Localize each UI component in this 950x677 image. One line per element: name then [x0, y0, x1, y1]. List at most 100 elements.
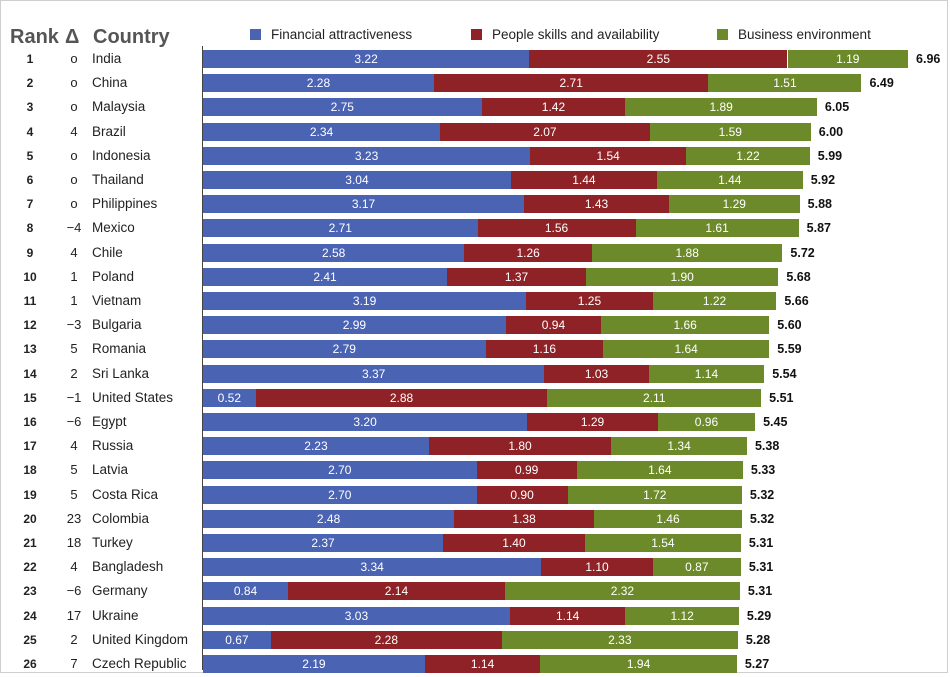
- country-label-czech-republic: Czech Republic: [92, 656, 187, 671]
- bar-label-financial: 3.22: [354, 52, 378, 66]
- bar-label-financial: 3.19: [352, 294, 377, 308]
- bar-label-financial: 2.79: [332, 342, 356, 357]
- bar-business-romania: 1.64: [603, 340, 770, 359]
- country-label-bangladesh: Bangladesh: [92, 559, 164, 575]
- country-label-costa-rica: Costa Rica: [92, 486, 159, 502]
- bar-people-malaysia: 1.42: [481, 98, 626, 117]
- bar-label-business: 1.64: [648, 463, 672, 478]
- bar-label-people: 2.55: [646, 52, 670, 66]
- delta-value: 4: [70, 244, 78, 260]
- bar-financial-vietnam: 3.19: [203, 292, 527, 310]
- bar-label-people: 1.29: [580, 415, 605, 429]
- country-label-brazil: Brazil: [92, 123, 126, 139]
- bar-financial-china: 2.28: [203, 74, 434, 93]
- total-label-united-kingdom: 5.28: [745, 632, 771, 647]
- bar-label-financial: 0.52: [217, 390, 242, 405]
- bar-label-financial: 3.17: [351, 197, 376, 212]
- total-label-latvia: 5.33: [750, 463, 776, 478]
- table-row: 1 o India 3.22 2.55 1.19 6.96: [0, 48, 950, 72]
- rank-value: 16: [23, 415, 37, 429]
- bar-business-sri-lanka: 1.14: [648, 364, 765, 383]
- total-label-costa-rica: 5.32: [749, 487, 775, 502]
- bar-label-business: 1.64: [674, 342, 698, 357]
- bar-label-people: 2.14: [384, 584, 409, 599]
- bar-financial-malaysia: 2.75: [203, 98, 482, 117]
- bar-business-philippines: 1.29: [668, 195, 800, 214]
- bar-people-united-states: 2.88: [255, 388, 548, 407]
- bar-label-business: 1.94: [626, 657, 651, 671]
- table-row: 24 17 Ukraine 3.03 1.14 1.12 5.29: [0, 605, 950, 629]
- table-row: 16 −6 Egypt 3.20 1.29 0.96 5.45: [0, 411, 950, 435]
- bar-people-brazil: 2.07: [440, 122, 650, 141]
- bar-label-financial: 2.23: [304, 439, 328, 454]
- delta-value: −3: [66, 317, 82, 333]
- bar-people-chile: 1.26: [464, 243, 592, 262]
- table-row: 12 −3 Bulgaria 2.99 0.94 1.66 5.60: [0, 314, 950, 338]
- bar-financial-poland: 2.41: [203, 267, 448, 286]
- total-label-czech-republic: 5.27: [744, 657, 770, 671]
- country-label-united-states: United States: [92, 389, 174, 405]
- bar-label-financial: 3.23: [354, 148, 379, 163]
- bar-label-business: 2.11: [643, 390, 666, 405]
- country-label-philippines: Philippines: [92, 196, 158, 212]
- bar-label-people: 1.40: [502, 536, 526, 550]
- bar-financial-costa-rica: 2.70: [203, 485, 477, 504]
- bar-label-business: 1.34: [667, 439, 691, 454]
- total-label-colombia: 5.32: [749, 511, 775, 526]
- bar-people-mexico: 1.56: [477, 219, 636, 238]
- bar-label-business: 1.72: [643, 487, 667, 502]
- bar-business-india: 1.19: [787, 50, 909, 68]
- bar-people-india: 2.55: [529, 50, 788, 68]
- delta-value: 4: [70, 123, 78, 139]
- country-label-chile: Chile: [92, 244, 123, 260]
- delta-value: −6: [66, 414, 82, 429]
- total-label-egypt: 5.45: [763, 415, 788, 429]
- country-label-turkey: Turkey: [92, 535, 133, 550]
- bar-label-financial: 2.48: [316, 511, 341, 526]
- bar-label-financial: 2.19: [302, 657, 326, 671]
- bar-label-people: 0.90: [510, 487, 534, 502]
- bar-label-people: 1.43: [584, 197, 609, 212]
- table-row: 20 23 Colombia 2.48 1.38 1.46 5.32: [0, 508, 950, 532]
- bar-label-financial: 3.04: [345, 173, 369, 187]
- bar-people-colombia: 1.38: [454, 509, 594, 528]
- bar-label-people: 1.14: [470, 657, 495, 671]
- total-label-poland: 5.68: [786, 269, 811, 284]
- delta-value: −4: [66, 220, 82, 236]
- country-label-united-kingdom: United Kingdom: [92, 631, 189, 647]
- bar-label-business: 1.59: [718, 124, 742, 139]
- bar-label-business: 1.66: [673, 318, 697, 333]
- bar-label-people: 1.42: [541, 100, 566, 115]
- delta-value: −6: [66, 583, 82, 599]
- rank-value: 13: [23, 342, 37, 357]
- bar-people-sri-lanka: 1.03: [544, 364, 649, 383]
- total-label-romania: 5.59: [777, 342, 802, 357]
- delta-value: 18: [66, 535, 82, 550]
- bar-financial-turkey: 2.37: [203, 534, 444, 552]
- bar-financial-latvia: 2.70: [203, 461, 477, 480]
- total-label-united-states: 5.51: [769, 390, 794, 405]
- delta-value: 1: [70, 293, 78, 308]
- total-label-philippines: 5.88: [807, 197, 832, 212]
- country-label-india: India: [92, 51, 122, 66]
- bar-financial-russia: 2.23: [203, 437, 429, 456]
- table-row: 10 1 Poland 2.41 1.37 1.90 5.68: [0, 266, 950, 290]
- table-row: 23 −6 Germany 0.84 2.14 2.32 5.31: [0, 580, 950, 604]
- bar-financial-czech-republic: 2.19: [203, 655, 425, 673]
- bar-label-business: 1.54: [651, 536, 675, 550]
- legend-label-financial: Financial attractiveness: [271, 27, 413, 42]
- bar-financial-bulgaria: 2.99: [203, 316, 506, 335]
- bar-label-financial: 3.03: [344, 608, 369, 623]
- table-row: 3 o Malaysia 2.75 1.42 1.89 6.05: [0, 96, 950, 120]
- table-row: 9 4 Chile 2.58 1.26 1.88 5.72: [0, 242, 950, 266]
- bar-label-business: 1.22: [702, 294, 727, 308]
- bar-label-financial: 3.34: [360, 560, 384, 575]
- total-label-brazil: 6.00: [818, 124, 844, 139]
- bar-financial-sri-lanka: 3.37: [203, 364, 545, 383]
- total-label-chile: 5.72: [790, 245, 815, 260]
- legend-label-people: People skills and availability: [492, 27, 660, 42]
- bar-label-business: 1.19: [836, 52, 860, 66]
- rank-value: 17: [23, 439, 37, 454]
- bar-label-people: 1.10: [585, 560, 609, 575]
- bar-people-egypt: 1.29: [527, 413, 658, 431]
